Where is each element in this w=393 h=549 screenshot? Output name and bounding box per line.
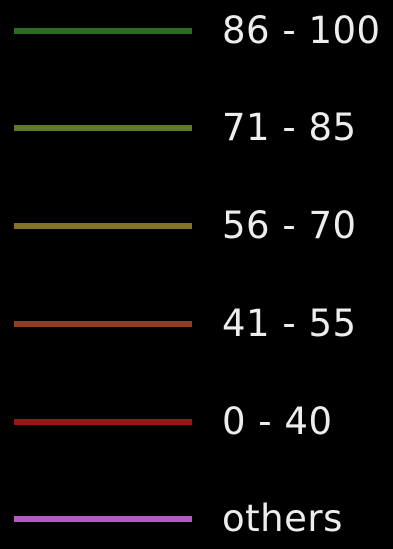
legend-swatch [14,419,192,425]
legend-label: 0 - 40 [222,400,333,443]
legend-swatch [14,28,192,34]
legend-label: 56 - 70 [222,204,357,247]
legend-swatch [14,223,192,229]
legend-label: others [222,497,343,540]
legend-label: 86 - 100 [222,9,381,52]
legend-swatch [14,125,192,131]
legend-label: 41 - 55 [222,302,357,345]
legend-swatch [14,516,192,522]
legend-item: 41 - 55 [0,294,393,354]
legend-item: 0 - 40 [0,392,393,452]
legend-item: 71 - 85 [0,98,393,158]
legend-item: 86 - 100 [0,1,393,61]
legend-item: others [0,489,393,549]
legend-label: 71 - 85 [222,106,357,149]
legend-item: 56 - 70 [0,196,393,256]
legend-swatch [14,321,192,327]
